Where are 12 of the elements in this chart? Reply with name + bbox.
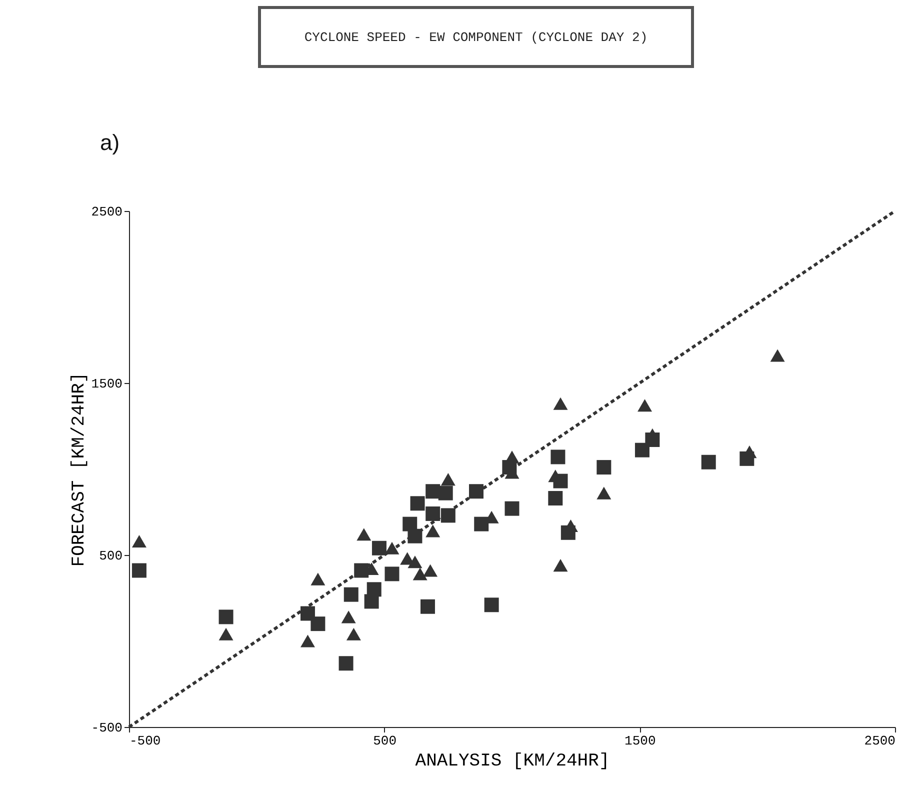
x-tick-label: 2500 <box>864 734 896 748</box>
x-tick-label: -500 <box>130 734 161 748</box>
x-tick-label: 1500 <box>624 734 656 748</box>
x-axis-title: ANALYSIS [KM/24HR] <box>415 752 610 772</box>
y-tick-label: 500 <box>99 548 122 564</box>
y-axis-title: FORECAST [KM/24HR] <box>69 372 90 567</box>
text: a) <box>100 130 120 156</box>
x-tick-label: 500 <box>373 734 397 748</box>
y-tick-label: -500 <box>91 720 122 736</box>
y-tick-label: 1500 <box>91 376 122 392</box>
chart-title: CYCLONE SPEED - EW COMPONENT (CYCLONE DAY 2) <box>258 6 694 68</box>
y-tick-label: 2500 <box>91 204 122 220</box>
